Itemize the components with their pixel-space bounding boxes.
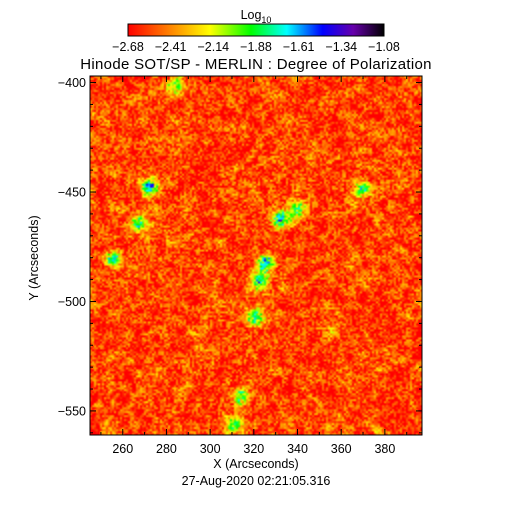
y-tick-label: −450 [58, 186, 86, 200]
chart-title: Hinode SOT/SP - MERLIN : Degree of Polar… [80, 56, 431, 73]
colorbar-tick-label: −1.61 [283, 40, 315, 54]
timestamp: 27-Aug-2020 02:21:05.316 [182, 474, 331, 488]
colorbar: Log10 −2.68 −2.41 −2.14 −1.88 −1.61 −1.34 −1.0… [112, 8, 400, 54]
x-tick-label: 260 [112, 442, 133, 456]
colorbar-tick-label: −2.68 [112, 40, 144, 54]
x-tick-label: 340 [287, 442, 308, 456]
y-axis-label: Y (Arcseconds) [27, 215, 41, 300]
colorbar-ticks: −2.68 −2.41 −2.14 −1.88 −1.61 −1.34 −1.08 [112, 40, 400, 54]
plot-area: 260 280 300 320 340 360 380 −400 −450 −500 −550 [58, 75, 423, 456]
x-tick-label: 360 [331, 442, 352, 456]
colorbar-tick-label: −1.88 [240, 40, 272, 54]
colorbar-tick-label: −2.14 [198, 40, 230, 54]
plot-frame [89, 75, 423, 436]
colorbar-tick-label: −1.34 [326, 40, 358, 54]
x-tick-label: 380 [374, 442, 395, 456]
colorbar-tick-label: −1.08 [368, 40, 400, 54]
y-tick-label: −400 [58, 76, 86, 90]
y-axis-ticks: −400 −450 −500 −550 [58, 76, 422, 434]
x-tick-label: 300 [200, 442, 221, 456]
polarization-heatmap [90, 76, 422, 435]
x-tick-label: 280 [156, 442, 177, 456]
colorbar-gradient [127, 23, 385, 37]
x-tick-label: 320 [243, 442, 264, 456]
y-tick-label: −500 [58, 295, 86, 309]
colorbar-label: Log10 [241, 8, 272, 25]
y-tick-label: −550 [58, 404, 86, 418]
x-axis-label: X (Arcseconds) [213, 457, 298, 471]
x-axis-ticks: 260 280 300 320 340 360 380 [100, 76, 408, 456]
colorbar-tick-label: −2.41 [155, 40, 187, 54]
